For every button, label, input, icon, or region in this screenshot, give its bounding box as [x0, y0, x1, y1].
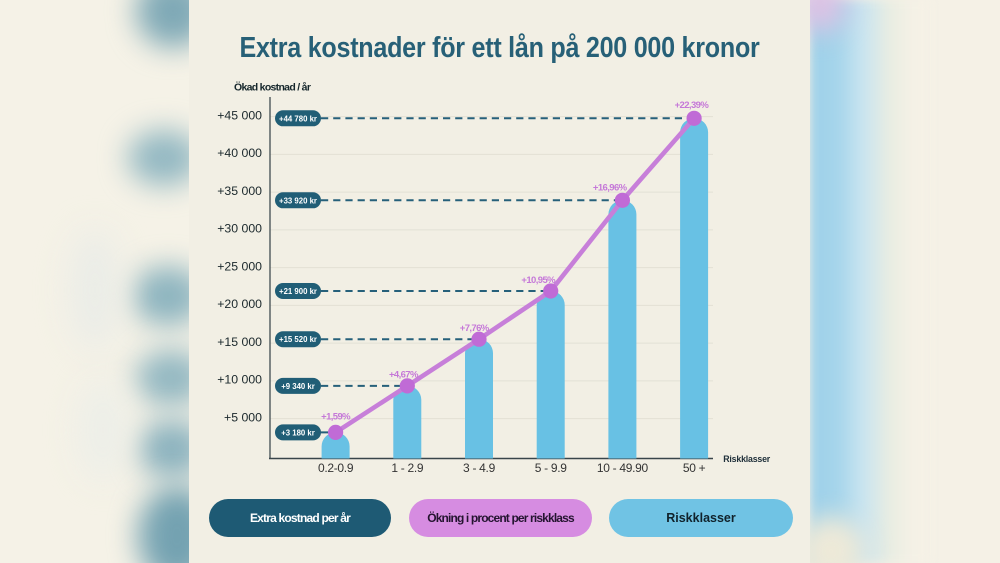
svg-text:3 - 4.9: 3 - 4.9: [463, 461, 496, 475]
svg-text:+20 000: +20 000: [217, 297, 262, 311]
svg-text:+5 000: +5 000: [224, 410, 262, 424]
svg-text:+3 180 kr: +3 180 kr: [281, 428, 315, 437]
svg-text:+45 000: +45 000: [217, 108, 262, 122]
svg-text:Riskklasser: Riskklasser: [723, 454, 770, 464]
svg-text:+10,95%: +10,95%: [521, 275, 556, 286]
svg-text:+35 000: +35 000: [217, 184, 262, 198]
svg-text:5 - 9.9: 5 - 9.9: [535, 461, 568, 475]
svg-text:+40 000: +40 000: [217, 146, 262, 160]
svg-text:+9 340 kr: +9 340 kr: [281, 382, 315, 391]
svg-text:+15 520 kr: +15 520 kr: [279, 335, 317, 344]
svg-text:10 - 49.90: 10 - 49.90: [597, 461, 649, 475]
svg-text:+25 000: +25 000: [217, 259, 262, 273]
svg-text:+21 900 kr: +21 900 kr: [279, 287, 317, 296]
svg-text:+7,76%: +7,76%: [460, 323, 490, 334]
svg-text:+16,96%: +16,96%: [593, 183, 628, 194]
svg-text:0.2-0.9: 0.2-0.9: [318, 461, 354, 475]
svg-text:1 - 2.9: 1 - 2.9: [391, 461, 424, 475]
svg-text:Ökad kostnad / år: Ökad kostnad / år: [234, 81, 311, 94]
svg-text:+4,67%: +4,67%: [389, 370, 419, 381]
svg-text:50 +: 50 +: [683, 461, 706, 475]
svg-text:+15 000: +15 000: [217, 335, 262, 349]
svg-text:+33 920 kr: +33 920 kr: [279, 196, 317, 205]
svg-text:+22,39%: +22,39%: [675, 100, 710, 111]
svg-text:+30 000: +30 000: [217, 222, 262, 236]
svg-text:+1,59%: +1,59%: [321, 412, 351, 423]
svg-text:+10 000: +10 000: [217, 373, 262, 387]
svg-text:+44 780 kr: +44 780 kr: [279, 114, 317, 123]
